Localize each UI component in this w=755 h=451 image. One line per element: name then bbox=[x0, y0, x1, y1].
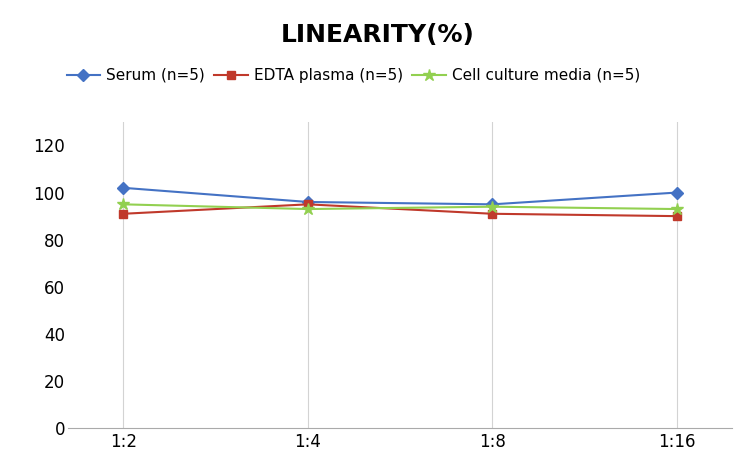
EDTA plasma (n=5) bbox=[673, 213, 682, 219]
Text: LINEARITY(%): LINEARITY(%) bbox=[281, 23, 474, 46]
EDTA plasma (n=5) bbox=[119, 211, 128, 216]
Line: EDTA plasma (n=5): EDTA plasma (n=5) bbox=[119, 200, 681, 220]
Serum (n=5) bbox=[673, 190, 682, 195]
Legend: Serum (n=5), EDTA plasma (n=5), Cell culture media (n=5): Serum (n=5), EDTA plasma (n=5), Cell cul… bbox=[60, 62, 646, 89]
EDTA plasma (n=5) bbox=[488, 211, 497, 216]
Cell culture media (n=5) bbox=[304, 207, 313, 212]
Serum (n=5) bbox=[119, 185, 128, 190]
Serum (n=5) bbox=[304, 199, 313, 205]
Cell culture media (n=5) bbox=[673, 207, 682, 212]
Line: Serum (n=5): Serum (n=5) bbox=[119, 184, 681, 208]
Cell culture media (n=5) bbox=[119, 202, 128, 207]
Line: Cell culture media (n=5): Cell culture media (n=5) bbox=[117, 198, 683, 215]
EDTA plasma (n=5) bbox=[304, 202, 313, 207]
Cell culture media (n=5) bbox=[488, 204, 497, 209]
Serum (n=5) bbox=[488, 202, 497, 207]
